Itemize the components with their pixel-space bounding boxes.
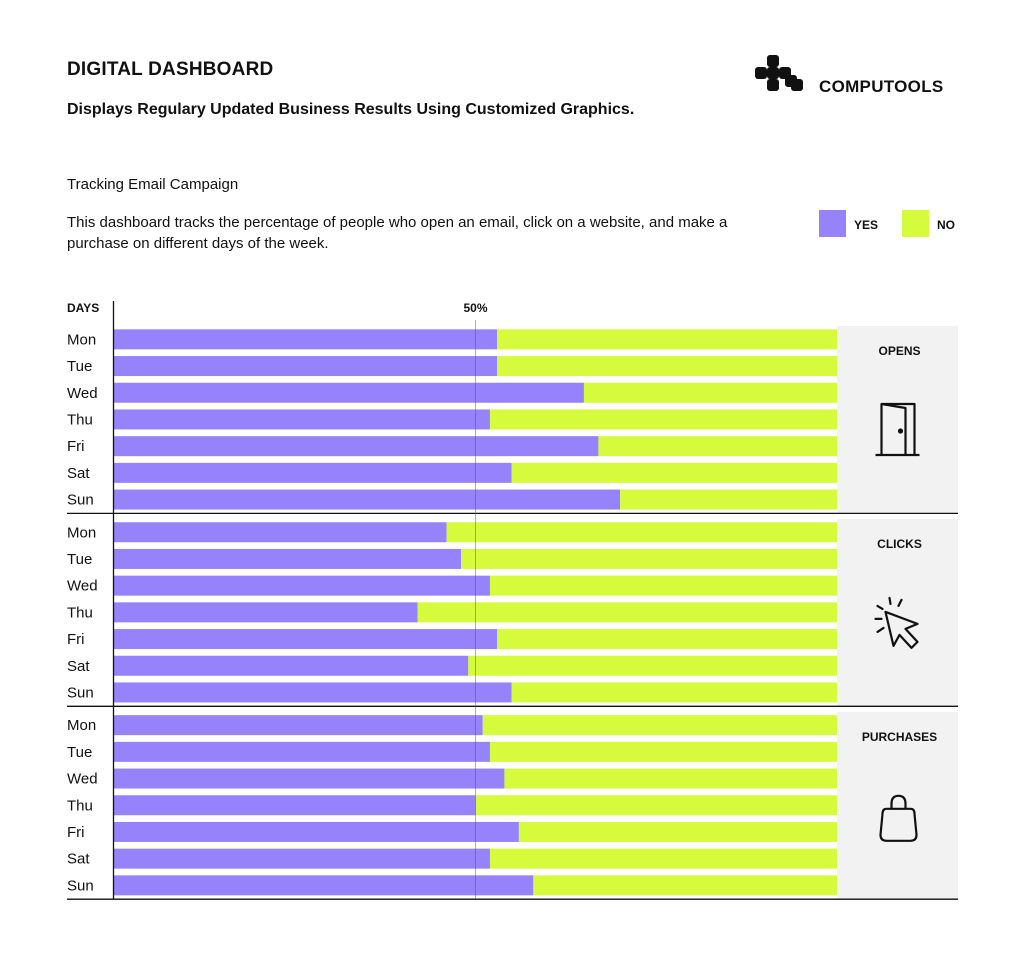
bar-yes (114, 436, 599, 457)
bar-no (482, 715, 837, 736)
day-label: Tue (67, 358, 92, 375)
bar-no (518, 821, 837, 842)
bar-no (489, 741, 837, 762)
brand-logo (755, 55, 965, 97)
day-label: Fri (67, 824, 85, 841)
bar-yes (114, 489, 621, 510)
bar-no (489, 848, 837, 869)
legend-swatch-yes (819, 210, 846, 237)
bar-no (468, 655, 837, 676)
bar-yes (114, 409, 490, 430)
bar-no (598, 436, 837, 457)
bar-yes (114, 768, 505, 789)
shopping-bag-icon (879, 794, 918, 842)
page-subtitle: Displays Regulary Updated Business Resul… (67, 101, 635, 118)
bar-no (583, 382, 837, 403)
bar-yes (114, 522, 447, 543)
bar-yes (114, 329, 498, 350)
bar-yes (114, 821, 519, 842)
day-label: Tue (67, 744, 92, 761)
day-label: Sun (67, 684, 94, 701)
bar-yes (114, 629, 498, 650)
axis-label: DAYS (67, 301, 99, 315)
bar-no (504, 768, 837, 789)
legend-label-no: NO (937, 218, 955, 232)
group-panel-purchases (837, 711, 958, 899)
day-label: Wed (67, 578, 98, 595)
bar-yes (114, 356, 498, 377)
bar-yes (114, 875, 534, 896)
bar-no (497, 329, 837, 350)
day-label: Sat (67, 658, 90, 675)
day-label: Tue (67, 551, 92, 568)
bar-no (620, 489, 837, 510)
day-label: Sun (67, 877, 94, 894)
day-label: Sat (67, 465, 90, 482)
bar-yes (114, 382, 584, 403)
group-panel-opens (837, 326, 958, 513)
group-label-purchases: PURCHASES (862, 730, 937, 744)
section-title: Tracking Email Campaign (67, 176, 239, 193)
bar-yes (114, 741, 490, 762)
day-label: Fri (67, 438, 85, 455)
bar-yes (114, 795, 476, 816)
bar-no (511, 462, 837, 483)
bar-yes (114, 575, 490, 596)
day-label: Mon (67, 524, 96, 541)
bar-yes (114, 655, 469, 676)
bar-yes (114, 715, 483, 736)
bar-no (489, 575, 837, 596)
bar-yes (114, 602, 418, 623)
bar-yes (114, 548, 462, 569)
legend-label-yes: YES (854, 218, 879, 232)
bar-yes (114, 682, 512, 703)
day-label: Thu (67, 797, 93, 814)
section-description: This dashboard tracks the percentage of … (67, 214, 728, 252)
day-label: Wed (67, 771, 98, 788)
day-label: Mon (67, 331, 96, 348)
brand-name: COMPUTOOLS (819, 77, 944, 96)
bar-no (417, 602, 837, 623)
legend-swatch-no (902, 210, 929, 237)
day-label: Sat (67, 851, 90, 868)
day-label: Mon (67, 717, 96, 734)
day-label: Thu (67, 604, 93, 621)
bar-no (497, 356, 837, 377)
bar-no (497, 629, 837, 650)
bar-no (489, 409, 837, 430)
page-title: DIGITAL DASHBOARD (67, 59, 274, 80)
day-label: Wed (67, 385, 98, 402)
bar-no (533, 875, 837, 896)
door-icon (875, 402, 920, 457)
group-label-clicks: CLICKS (877, 537, 922, 551)
cursor-click-icon (874, 596, 919, 649)
reference-label: 50% (463, 301, 487, 315)
bar-yes (114, 848, 490, 869)
day-label: Sun (67, 492, 94, 509)
bar-no (446, 522, 837, 543)
bar-no (461, 548, 837, 569)
bar-no (475, 795, 837, 816)
bar-no (511, 682, 837, 703)
group-panel-clicks (837, 518, 958, 706)
group-label-opens: OPENS (878, 344, 920, 358)
computools-logo-icon (755, 55, 803, 91)
bar-yes (114, 462, 512, 483)
day-label: Thu (67, 411, 93, 428)
day-label: Fri (67, 631, 85, 648)
